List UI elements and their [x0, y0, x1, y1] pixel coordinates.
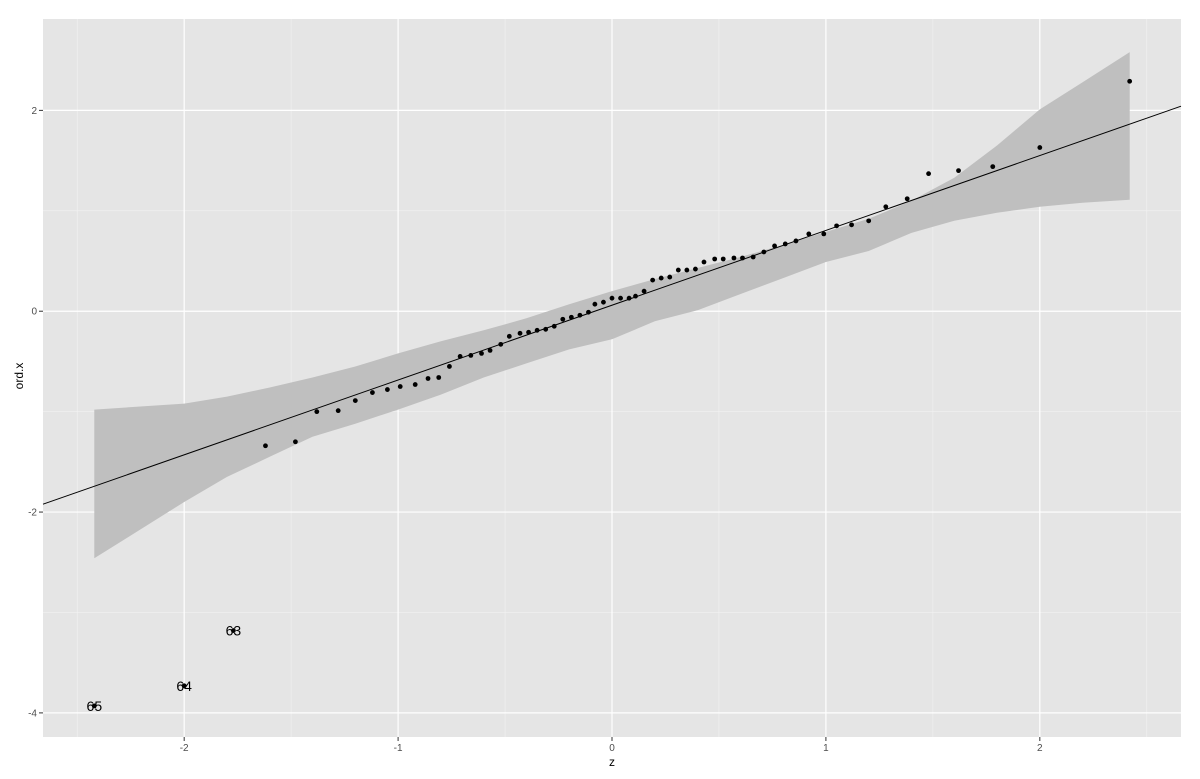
x-tick-label: -2	[180, 743, 189, 754]
data-point	[626, 295, 632, 301]
data-point	[740, 255, 745, 261]
data-point	[633, 293, 638, 299]
y-axis-title: ord.x	[12, 363, 26, 390]
data-point	[926, 171, 931, 177]
data-point	[834, 223, 840, 229]
data-point	[866, 218, 872, 224]
y-axis-ticks: -4 -2 0 2	[28, 106, 43, 719]
data-point	[592, 301, 598, 307]
data-point	[352, 398, 358, 403]
data-point	[806, 231, 812, 237]
point-label: 64	[176, 678, 192, 694]
data-point	[534, 327, 540, 333]
data-point	[658, 275, 664, 281]
y-tick-label: 0	[31, 307, 37, 318]
x-axis-title: z	[609, 755, 615, 769]
data-point	[609, 295, 615, 301]
data-point	[506, 333, 512, 339]
data-point	[720, 256, 726, 262]
data-point	[263, 443, 268, 449]
data-point	[1127, 78, 1133, 84]
data-point	[498, 341, 504, 347]
data-point	[457, 354, 463, 359]
reference-line	[42, 105, 1182, 505]
data-point	[772, 243, 777, 249]
data-point	[412, 382, 418, 387]
data-point	[990, 164, 996, 170]
data-point	[586, 309, 591, 315]
data-point	[314, 409, 320, 415]
x-tick-label: 0	[609, 743, 615, 754]
data-point	[551, 323, 557, 329]
y-tick-label: -2	[28, 508, 37, 519]
data-point	[641, 288, 647, 294]
data-point	[384, 387, 390, 392]
data-point	[1037, 145, 1043, 150]
data-point	[577, 312, 583, 318]
data-point	[436, 375, 442, 380]
data-point	[618, 295, 623, 301]
data-point	[479, 350, 484, 356]
x-axis-ticks: -2 -1 0 1 2	[180, 737, 1043, 754]
data-point	[782, 241, 788, 247]
point-labels: 63 64 65	[87, 623, 242, 714]
data-point	[650, 277, 656, 283]
data-point	[712, 256, 718, 262]
data-point	[487, 347, 493, 353]
data-point	[904, 196, 910, 202]
data-point	[684, 267, 690, 273]
labeled-data-point	[91, 703, 97, 709]
data-point	[675, 267, 681, 273]
data-point	[526, 329, 531, 335]
data-point	[701, 259, 707, 265]
labeled-data-point	[230, 628, 236, 633]
data-point	[793, 238, 799, 244]
x-tick-label: 1	[823, 743, 829, 754]
data-point	[821, 231, 827, 237]
data-point	[560, 316, 566, 322]
data-point	[956, 168, 961, 174]
data-point	[883, 204, 889, 210]
y-tick-label: -4	[28, 708, 37, 719]
data-point	[568, 314, 574, 320]
data-point	[667, 274, 673, 280]
data-point	[750, 254, 756, 260]
y-tick-label: 2	[31, 106, 37, 117]
data-point	[693, 266, 698, 272]
data-point	[517, 330, 523, 336]
point-label: 65	[87, 698, 103, 714]
data-points	[263, 78, 1133, 449]
data-point	[761, 249, 767, 255]
data-point	[397, 384, 403, 389]
data-point	[543, 326, 549, 332]
data-point	[425, 376, 431, 381]
reference-line-path	[42, 105, 1182, 505]
data-point	[468, 353, 474, 358]
data-point	[601, 299, 606, 305]
x-tick-label: -1	[394, 743, 403, 754]
data-point	[370, 390, 375, 395]
data-point	[849, 222, 854, 228]
labeled-data-point	[181, 683, 187, 689]
point-label: 63	[226, 623, 242, 639]
data-point	[731, 255, 737, 261]
data-point	[293, 439, 298, 445]
data-point	[335, 408, 341, 414]
x-tick-label: 2	[1037, 743, 1043, 754]
data-point	[447, 364, 452, 369]
